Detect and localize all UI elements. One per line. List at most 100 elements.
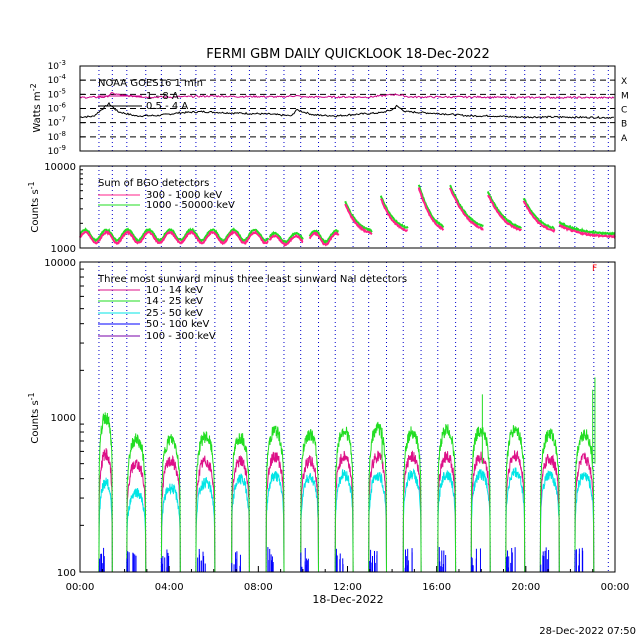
nai-arc-1-pink — [126, 459, 147, 573]
goes-y-tick-label-3: 10-6 — [48, 102, 67, 115]
goes-y-tick-label-4: 10-7 — [48, 116, 66, 129]
goes-legend: NOAA GOES16 1 min 1 - 8 A 0.5 - 4 A — [98, 78, 203, 112]
goes-y-tick-label-0: 10-3 — [48, 59, 66, 72]
bgo-legend-2: 1000 - 50000 keV — [146, 200, 235, 211]
bgo-series-1-seg-0 — [79, 229, 269, 246]
bgo-series-1-seg-1 — [268, 234, 304, 248]
bgo-y-label: Counts s-1 — [27, 181, 41, 232]
goes-y-tick-exp: -7 — [59, 116, 66, 124]
nai-arc-8-cyan — [368, 472, 387, 573]
bgo-series-0-seg-4 — [379, 195, 409, 229]
goes-class-label-M: M — [621, 91, 629, 101]
goes-series-1 — [79, 92, 615, 100]
bgo-series-1-seg-3 — [344, 203, 373, 236]
goes-y-tick-exp: -5 — [59, 87, 66, 95]
bgo-series-0-seg-5 — [417, 184, 445, 229]
nai-arc-7-pink — [334, 450, 354, 573]
bgo-series-1-seg-5 — [417, 187, 445, 232]
bgo-legend: Sum of BGO detectors 300 - 1000 keV 1000… — [98, 178, 235, 211]
nai-legend-4: 50 - 100 keV — [146, 319, 210, 330]
nai-arc-5-cyan — [265, 471, 285, 573]
goes-y-tick-base: 10 — [48, 119, 60, 129]
goes-y-tick-label-6: 10-9 — [48, 144, 66, 157]
goes-y-tick-exp: -3 — [59, 59, 66, 67]
goes-y-tick-exp: -9 — [59, 144, 66, 152]
nai-axes: 100 1000 10000 00:00 04:00 08:00 12:00 16:00 20:… — [44, 258, 629, 593]
nai-arc-12-pink — [505, 450, 526, 573]
nai-arc-11-pink — [470, 451, 491, 573]
nai-arc-13-green — [539, 428, 560, 573]
nai-legend: Three most sunward minus three least sun… — [97, 274, 407, 342]
bgo-series-1-seg-6 — [449, 187, 484, 231]
bgo-y-label-exp: -1 — [27, 181, 36, 189]
footer-timestamp: 28-Dec-2022 07:50 — [539, 626, 636, 637]
nai-arc-9-pink — [402, 450, 422, 573]
nai-arc-6-pink — [300, 455, 319, 573]
bgo-series-1-seg-9 — [558, 223, 616, 239]
bgo-series-0-seg-1 — [268, 230, 304, 244]
nai-arc-12-green — [505, 425, 526, 573]
nai-legend-3: 25 - 50 keV — [146, 308, 203, 319]
nai-arc-2-cyan — [160, 483, 181, 573]
nai-arc-6-cyan — [300, 472, 319, 573]
bgo-y-axis: 1000 10000 — [44, 162, 83, 255]
nai-data-layer — [98, 262, 609, 573]
nai-arc-8-pink — [368, 450, 387, 573]
bgo-series-0-seg-9 — [558, 220, 616, 236]
bgo-series-1-seg-2 — [308, 231, 340, 247]
nai-legend-5: 100 - 300 keV — [146, 331, 216, 342]
nai-arc-5-pink — [265, 451, 285, 573]
nai-legend-2: 14 - 25 keV — [146, 296, 203, 307]
nai-arc-0-pink — [98, 448, 113, 573]
nai-y-tick-label-2: 10000 — [44, 258, 76, 269]
goes-y-tick-base: 10 — [48, 133, 60, 143]
goes-y-tick-exp: -8 — [59, 130, 66, 138]
nai-arc-11-green — [470, 426, 491, 573]
goes-y-label: Watts m-2 — [29, 83, 43, 132]
x-tick-label-2: 08:00 — [244, 582, 273, 593]
goes-y-tick-exp: -4 — [59, 73, 67, 81]
goes-series-0 — [79, 101, 614, 119]
nai-y-tick-label-1: 1000 — [51, 413, 76, 424]
goes-y-tick-base: 10 — [48, 90, 60, 100]
goes-y-tick-base: 10 — [48, 62, 60, 72]
bgo-series-0-seg-2 — [308, 229, 339, 244]
nai-arc-8-green — [368, 421, 387, 573]
goes-y-tick-base: 10 — [48, 105, 60, 115]
bgo-y-tick-label-1: 10000 — [44, 162, 76, 173]
goes-y-label-text: Watts m — [32, 91, 43, 132]
x-tick-label-5: 20:00 — [511, 582, 540, 593]
nai-arc-13-cyan — [539, 470, 560, 573]
bgo-series-0-seg-0 — [79, 227, 270, 243]
nai-panel: 100 1000 10000 00:00 04:00 08:00 12:00 16:00 20:… — [27, 258, 629, 606]
bgo-series-1-seg-4 — [380, 198, 409, 233]
bgo-series-0-seg-8 — [522, 197, 555, 230]
goes-legend-long: 1 - 8 A — [146, 91, 179, 102]
nai-arc-1-green — [126, 433, 147, 573]
x-tick-label-0: 00:00 — [66, 582, 95, 593]
nai-arc-7-cyan — [334, 469, 354, 573]
nai-legend-title: Three most sunward minus three least sun… — [97, 274, 407, 285]
goes-y-tick-base: 10 — [48, 76, 60, 86]
nai-arc-9-cyan — [402, 468, 422, 573]
x-tick-label-6: 00:00 — [601, 582, 630, 593]
nai-arc-1-cyan — [126, 487, 147, 573]
nai-arc-5-green — [265, 425, 285, 573]
bgo-y-tick-label-0: 1000 — [51, 244, 76, 255]
nai-arc-10-pink — [437, 451, 457, 573]
nai-arc-0-cyan — [98, 477, 113, 573]
nai-arc-4-cyan — [231, 473, 250, 573]
nai-arc-3-cyan — [195, 477, 216, 573]
goes-legend-short: 0.5 - 4 A — [146, 101, 188, 112]
bgo-legend-title: Sum of BGO detectors — [98, 178, 209, 189]
goes-y-label-exp: -2 — [29, 83, 38, 91]
bgo-y-label-text: Counts s — [30, 189, 41, 232]
nai-arc-7-green — [334, 426, 354, 573]
bgo-series-1-seg-7 — [487, 194, 522, 232]
nai-y-tick-label-0: 100 — [57, 568, 76, 579]
bgo-legend-1: 300 - 1000 keV — [146, 190, 222, 201]
nai-y-label-exp: -1 — [27, 392, 36, 400]
nai-arc-4-green — [231, 433, 250, 573]
